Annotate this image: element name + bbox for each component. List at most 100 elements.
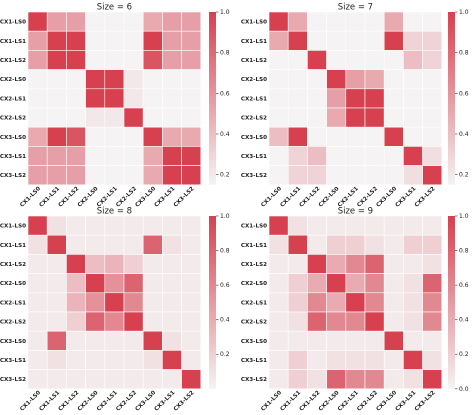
heatmap-cell bbox=[27, 146, 48, 166]
heatmap-cell bbox=[66, 126, 86, 147]
heatmap-cell bbox=[345, 50, 366, 70]
colorbar-tick-label: 0.6 bbox=[459, 282, 469, 289]
colorbar-tick-label: 0.8 bbox=[220, 248, 230, 255]
heatmap-cell bbox=[85, 50, 106, 70]
heatmap-cell bbox=[326, 88, 347, 109]
y-tick-label: CX1-LS2 bbox=[0, 262, 26, 268]
heatmap-cell bbox=[85, 69, 106, 90]
heatmap-cell bbox=[287, 107, 308, 128]
panel-title: Size = 7 bbox=[338, 3, 373, 13]
heatmap-cell bbox=[383, 254, 404, 274]
y-tick-label: CX1-LS1 bbox=[241, 243, 267, 249]
heatmap-cell bbox=[287, 88, 308, 109]
heatmap-cell bbox=[422, 126, 443, 147]
heatmap-cell bbox=[422, 30, 443, 51]
heatmap-cell bbox=[104, 273, 125, 294]
heatmap-cell bbox=[181, 50, 202, 70]
heatmap-cell bbox=[268, 107, 289, 128]
heatmap-cell bbox=[46, 50, 67, 70]
heatmap-cell bbox=[403, 254, 423, 274]
heatmap-cell bbox=[345, 292, 366, 313]
heatmap-cell bbox=[403, 330, 423, 351]
y-tick-label: CX1-LS2 bbox=[241, 262, 267, 268]
heatmap-cell bbox=[123, 107, 144, 128]
heatmap-cell bbox=[345, 165, 366, 186]
colorbar-tick-label: 0.2 bbox=[220, 172, 230, 179]
heatmap-cell bbox=[85, 330, 106, 351]
heatmap-cell bbox=[307, 69, 327, 90]
heatmap-cell bbox=[66, 107, 86, 128]
heatmap-cell bbox=[46, 311, 67, 332]
heatmap-cell bbox=[66, 30, 86, 51]
heatmap-cell bbox=[422, 292, 443, 313]
heatmap-cell bbox=[422, 350, 443, 370]
heatmap-cell bbox=[104, 69, 125, 90]
heatmap-cell bbox=[383, 234, 404, 255]
colorbar-tick-label: 0.2 bbox=[459, 351, 469, 358]
y-tick-label: CX3-LS1 bbox=[241, 358, 267, 364]
heatmap-cell bbox=[422, 88, 443, 109]
heatmap-cell bbox=[181, 146, 202, 166]
colorbar-tick-label: 0.8 bbox=[459, 248, 469, 255]
heatmap-panel-3: Size = 8 CX1-LS0 CX1-LS1 CX1-LS2 CX2-LS0 CX2-… bbox=[0, 207, 230, 413]
heatmap-cell bbox=[27, 254, 48, 274]
heatmap-cell bbox=[104, 88, 125, 109]
heatmap-cell bbox=[181, 88, 202, 109]
heatmap-cell bbox=[422, 50, 443, 70]
heatmap-cell bbox=[66, 215, 86, 236]
heatmap-cell bbox=[403, 273, 423, 294]
heatmap-cell bbox=[287, 50, 308, 70]
heatmap-cell bbox=[307, 234, 327, 255]
heatmap-cell bbox=[364, 88, 385, 109]
y-tick-label: CX1-LS2 bbox=[0, 58, 26, 64]
y-tick-label: CX2-LS2 bbox=[241, 320, 267, 326]
colorbar-tick-label: 1.0 bbox=[459, 213, 469, 220]
heatmap-cell bbox=[142, 50, 163, 70]
heatmap-cell bbox=[287, 126, 308, 147]
heatmap-cell bbox=[46, 69, 67, 90]
heatmap-cell bbox=[364, 146, 385, 166]
heatmap-cell bbox=[383, 369, 404, 390]
heatmap-cell bbox=[326, 254, 347, 274]
heatmap-cell bbox=[162, 126, 182, 147]
colorbar-tick-label: 1.0 bbox=[220, 9, 230, 16]
heatmap-cell bbox=[307, 273, 327, 294]
heatmap-cell bbox=[268, 350, 289, 370]
heatmap-cell bbox=[287, 311, 308, 332]
heatmap-cell bbox=[268, 311, 289, 332]
heatmap-cell bbox=[181, 234, 202, 255]
y-tick-label: CX1-LS0 bbox=[241, 224, 267, 230]
heatmap-cell bbox=[123, 215, 144, 236]
heatmap-cell bbox=[326, 215, 347, 236]
y-tick-label: CX1-LS2 bbox=[241, 58, 267, 64]
heatmap-cell bbox=[66, 273, 86, 294]
heatmap-cell bbox=[162, 165, 182, 186]
heatmap-cell bbox=[403, 69, 423, 90]
heatmap-cell bbox=[268, 50, 289, 70]
heatmap-cell bbox=[181, 215, 202, 236]
heatmap-cell bbox=[142, 11, 163, 32]
heatmap-cell bbox=[403, 311, 423, 332]
heatmap-cell bbox=[162, 292, 182, 313]
heatmap-cell bbox=[364, 11, 385, 32]
y-tick-label: CX3-LS0 bbox=[0, 339, 26, 345]
heatmap-cell bbox=[307, 146, 327, 166]
heatmap-cell bbox=[27, 107, 48, 128]
y-tick-label: CX3-LS1 bbox=[0, 154, 26, 160]
heatmap-cell bbox=[85, 273, 106, 294]
heatmap-cell bbox=[123, 30, 144, 51]
heatmap-cell bbox=[307, 292, 327, 313]
heatmap-cell bbox=[66, 234, 86, 255]
heatmap-cell bbox=[383, 107, 404, 128]
y-tick-label: CX3-LS2 bbox=[0, 173, 26, 179]
heatmap-cell bbox=[104, 369, 125, 390]
heatmap-cell bbox=[85, 107, 106, 128]
heatmap-cell bbox=[326, 311, 347, 332]
heatmap-cell bbox=[27, 369, 48, 390]
heatmap-cell bbox=[181, 369, 202, 390]
heatmap-cell bbox=[326, 273, 347, 294]
heatmap-cell bbox=[46, 30, 67, 51]
y-tick-label: CX1-LS1 bbox=[241, 39, 267, 45]
colorbar-tick-label: 0.4 bbox=[220, 131, 230, 138]
panel-title: Size = 8 bbox=[97, 207, 132, 217]
